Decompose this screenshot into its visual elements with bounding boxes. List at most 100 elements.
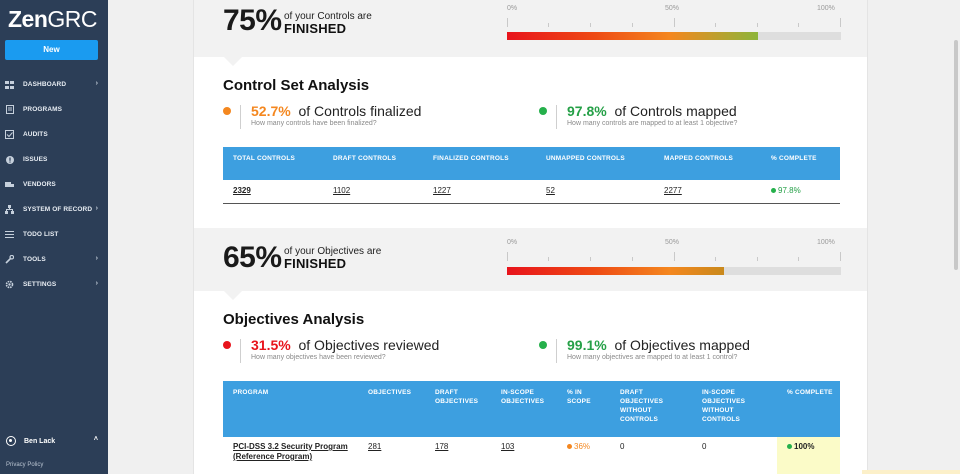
scale-tick [548, 23, 549, 27]
divider [556, 105, 557, 129]
scale-tick [757, 257, 758, 261]
controls-summary-line1: of your Controls are [284, 11, 372, 22]
scale-tick [715, 23, 716, 27]
controls-finalized-label: of Controls finalized [298, 103, 422, 119]
controls-mapped-sub: How many controls are mapped to at least… [567, 120, 738, 127]
objectives-progress-fill [507, 267, 724, 275]
table-cell[interactable]: 1227 [423, 180, 536, 204]
in-scope-without-controls-value: 0 [702, 442, 707, 451]
column-header[interactable]: UNMAPPED CONTROLS [536, 147, 654, 180]
column-header[interactable]: OBJECTIVES [358, 381, 425, 437]
chevron-right-icon: › [95, 205, 98, 212]
issues-icon [5, 155, 14, 164]
table-cell[interactable]: PCI-DSS 3.2 Security Program (Reference … [223, 437, 358, 474]
controls-finalized-value: 52.7% [251, 103, 291, 119]
objectives-mapped-sub: How many objectives are mapped to at lea… [567, 354, 738, 361]
objectives-count-link[interactable]: 281 [368, 442, 382, 451]
scale-max-label: 100% [817, 5, 835, 12]
sidebar-item-dashboard[interactable]: DASHBOARD › [0, 72, 108, 97]
todo-list-icon [5, 230, 14, 239]
objectives-summary-line1: of your Objectives are [284, 246, 382, 257]
objectives-title: Objectives Analysis [223, 311, 365, 328]
orange-dot-icon [223, 107, 231, 115]
percent-complete-value: 100% [794, 442, 815, 451]
new-button[interactable]: New [5, 40, 98, 60]
in-scope-objectives-link[interactable]: 103 [501, 442, 515, 451]
table-cell[interactable]: 281 [358, 437, 425, 474]
logo[interactable]: ZenGRC [8, 6, 98, 33]
column-header[interactable]: FINALIZED CONTROLS [423, 147, 536, 180]
table-cell[interactable]: 2329 [223, 180, 323, 204]
chevron-right-icon: › [95, 280, 98, 287]
scrollbar[interactable] [954, 40, 958, 270]
program-link[interactable]: PCI-DSS 3.2 Security Program (Reference … [233, 442, 348, 461]
column-header[interactable]: % COMPLETE [761, 147, 840, 180]
sidebar-item-issues[interactable]: ISSUES [0, 147, 108, 172]
column-header[interactable]: MAPPED CONTROLS [654, 147, 761, 180]
draft-without-controls-value: 0 [620, 442, 625, 451]
sidebar-item-settings[interactable]: SETTINGS › [0, 272, 108, 297]
controls-progress-bar [507, 32, 841, 40]
divider [556, 339, 557, 363]
column-header[interactable]: DRAFT OBJECTIVES WITHOUT CONTROLS [610, 381, 692, 437]
sidebar-item-audits[interactable]: AUDITS [0, 122, 108, 147]
total-controls-link[interactable]: 2329 [233, 186, 251, 195]
scale-tick [674, 252, 675, 261]
scale-tick [507, 18, 508, 27]
control-set-title: Control Set Analysis [223, 77, 370, 94]
scale-tick [674, 18, 675, 27]
objectives-table: PROGRAM OBJECTIVES DRAFT OBJECTIVES IN-S… [223, 381, 840, 474]
table-cell: 0 [692, 437, 777, 474]
column-header[interactable]: IN-SCOPE OBJECTIVES WITHOUT CONTROLS [692, 381, 777, 437]
column-header[interactable]: DRAFT CONTROLS [323, 147, 423, 180]
sidebar-item-label: SYSTEM OF RECORD [23, 206, 93, 213]
draft-controls-link[interactable]: 1102 [333, 186, 351, 195]
user-menu[interactable]: Ben Lack ˄ [0, 432, 108, 450]
scale-tick [715, 257, 716, 261]
controls-progress-fill [507, 32, 758, 40]
column-header[interactable]: % IN SCOPE [557, 381, 610, 437]
column-header[interactable]: IN-SCOPE OBJECTIVES [491, 381, 557, 437]
unmapped-controls-link[interactable]: 52 [546, 186, 555, 195]
sidebar-item-programs[interactable]: PROGRAMS [0, 97, 108, 122]
table-cell[interactable]: 178 [425, 437, 491, 474]
scale-ticks [507, 252, 841, 261]
column-header[interactable]: PROGRAM [223, 381, 358, 437]
table-cell[interactable]: 52 [536, 180, 654, 204]
sidebar-item-vendors[interactable]: VENDORS [0, 172, 108, 197]
objectives-percent: 65% [223, 241, 282, 274]
table-cell[interactable]: 2277 [654, 180, 761, 204]
table-cell: 0 [610, 437, 692, 474]
scale-tick [590, 257, 591, 261]
controls-mapped-value: 97.8% [567, 103, 607, 119]
sidebar-nav: DASHBOARD › PROGRAMS AUDITS ISSUES VENDO… [0, 72, 108, 297]
sidebar-item-label: SETTINGS [23, 281, 57, 288]
table-header-row: TOTAL CONTROLS DRAFT CONTROLS FINALIZED … [223, 147, 840, 180]
privacy-policy-link[interactable]: Privacy Policy [6, 462, 44, 468]
table-cell: 100% [777, 437, 840, 474]
scale-tick [757, 23, 758, 27]
scale-tick [632, 23, 633, 27]
green-dot-icon [787, 444, 792, 449]
sidebar-item-tools[interactable]: TOOLS › [0, 247, 108, 272]
scale-mid-label: 50% [665, 239, 680, 246]
controls-table: TOTAL CONTROLS DRAFT CONTROLS FINALIZED … [223, 147, 840, 204]
draft-objectives-link[interactable]: 178 [435, 442, 449, 451]
controls-mapped-label: of Controls mapped [614, 103, 737, 119]
table-cell[interactable]: 103 [491, 437, 557, 474]
logo-light-text: GRC [47, 6, 98, 32]
sidebar-item-system-of-record[interactable]: SYSTEM OF RECORD › [0, 197, 108, 222]
mapped-controls-link[interactable]: 2277 [664, 186, 682, 195]
column-header[interactable]: TOTAL CONTROLS [223, 147, 323, 180]
objectives-reviewed-text: 31.5% of Objectives reviewed [251, 337, 439, 353]
sidebar-item-todo-list[interactable]: TODO LIST [0, 222, 108, 247]
table-cell[interactable]: 1102 [323, 180, 423, 204]
column-header[interactable]: DRAFT OBJECTIVES [425, 381, 491, 437]
objectives-reviewed-value: 31.5% [251, 337, 291, 353]
finalized-controls-link[interactable]: 1227 [433, 186, 451, 195]
sidebar: ZenGRC New DASHBOARD › PROGRAMS AUDITS I… [0, 0, 108, 474]
column-header[interactable]: % COMPLETE [777, 381, 840, 437]
chevron-right-icon: › [95, 80, 98, 87]
objectives-mapped-text: 99.1% of Objectives mapped [567, 337, 750, 353]
